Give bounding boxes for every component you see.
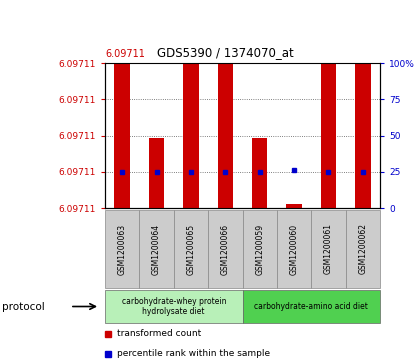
Text: GSM1200061: GSM1200061 [324, 224, 333, 274]
Text: percentile rank within the sample: percentile rank within the sample [117, 349, 271, 358]
Text: carbohydrate-amino acid diet: carbohydrate-amino acid diet [254, 302, 368, 311]
Text: GSM1200065: GSM1200065 [186, 224, 195, 274]
Text: carbohydrate-whey protein
hydrolysate diet: carbohydrate-whey protein hydrolysate di… [122, 297, 226, 316]
Text: GDS5390 / 1374070_at: GDS5390 / 1374070_at [157, 46, 294, 59]
Text: 6.09711: 6.09711 [105, 49, 145, 59]
Bar [217, 63, 233, 208]
Text: GSM1200060: GSM1200060 [290, 224, 298, 274]
Bar [105, 210, 139, 288]
Bar [174, 210, 208, 288]
Text: transformed count: transformed count [117, 330, 202, 339]
Text: GSM1200064: GSM1200064 [152, 224, 161, 274]
Bar [115, 63, 130, 208]
Bar [346, 210, 380, 288]
Bar [242, 290, 380, 323]
Bar [208, 210, 242, 288]
Text: GSM1200066: GSM1200066 [221, 224, 230, 274]
Bar [149, 138, 164, 208]
Bar [277, 210, 311, 288]
Bar [321, 63, 336, 208]
Bar [183, 63, 199, 208]
Bar [286, 204, 302, 208]
Bar [252, 138, 267, 208]
Text: GSM1200059: GSM1200059 [255, 224, 264, 274]
Text: GSM1200062: GSM1200062 [358, 224, 367, 274]
Bar [139, 210, 174, 288]
Bar [105, 290, 242, 323]
Bar [242, 210, 277, 288]
Bar [311, 210, 346, 288]
Text: protocol: protocol [2, 302, 45, 311]
Text: GSM1200063: GSM1200063 [118, 224, 127, 274]
Bar [355, 63, 371, 208]
